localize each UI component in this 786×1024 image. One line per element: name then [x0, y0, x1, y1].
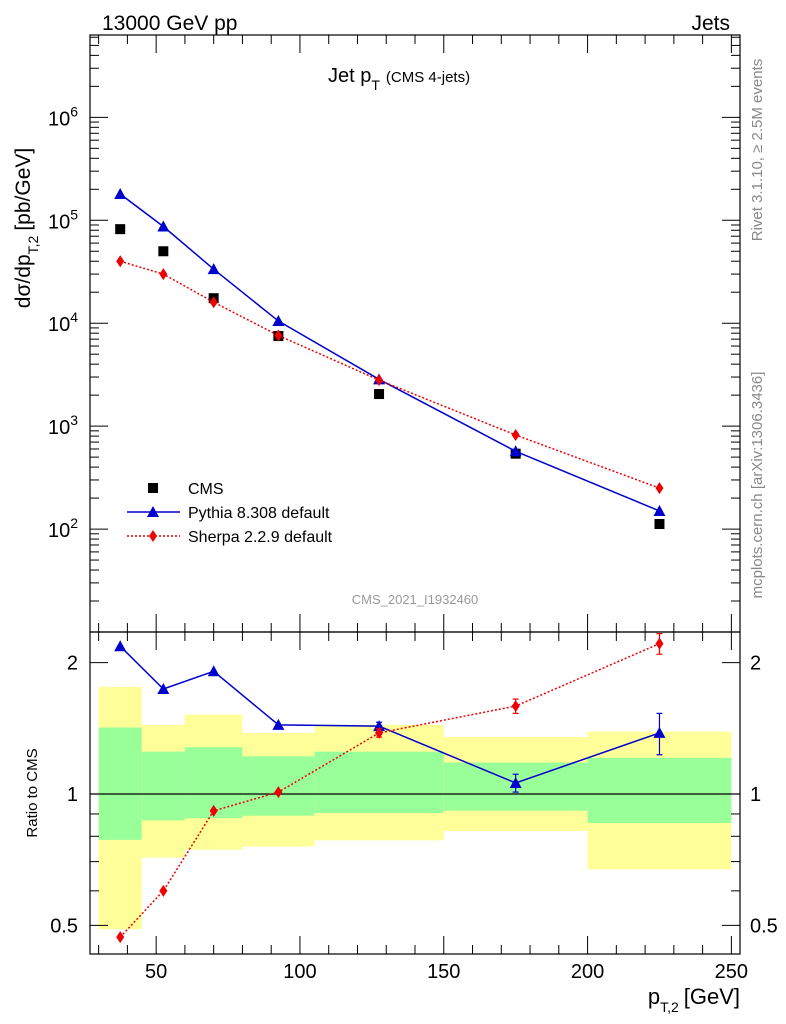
main-y-label-sub: T,2: [25, 235, 41, 254]
ratio-band-green-1: [141, 751, 185, 821]
ratio-series-0-point-1: [157, 682, 170, 694]
main-series-2-line: [119, 260, 660, 489]
main-series-0-point-6: [654, 519, 665, 530]
ratio-ytick-label-left-2: 2: [67, 653, 78, 675]
main-y-axis-label: dσ/dpT,2 [pb/GeV]: [12, 148, 41, 308]
main-ytick-label-3: 105: [48, 206, 78, 233]
main-ytick-label-base-1: 10: [48, 417, 70, 439]
ratio-ytick-label-right-2: 2: [750, 653, 761, 675]
rivet-label: Rivet 3.1.10, ≥ 2.5M events: [749, 59, 766, 242]
watermark: CMS_2021_I1932460: [352, 592, 479, 607]
xtick-label-4: 250: [715, 961, 748, 983]
main-series-2-point-2: [209, 296, 218, 309]
main-series-2-point-5: [511, 429, 520, 442]
main-series-0-point-0: [115, 224, 126, 235]
ratio-ytick-label-right-0: 0.5: [750, 915, 778, 937]
main-series-2-point-1: [159, 268, 168, 281]
main-series-2-point-6: [655, 482, 664, 495]
main-ytick-label-base-0: 10: [48, 520, 70, 542]
main-ytick-label-base-3: 10: [48, 211, 70, 233]
x-label-sub: T,2: [660, 999, 679, 1015]
main-series-1-point-5: [509, 445, 522, 457]
main-ytick-label-exp-0: 2: [70, 515, 78, 531]
main-series-1-point-1: [157, 220, 170, 232]
ratio-bands: [98, 686, 732, 930]
legend-marker-0: [148, 483, 158, 493]
ratio-band-green-4: [314, 751, 444, 814]
plot-title-note: (CMS 4-jets): [386, 69, 470, 86]
main-y-label-text: dσ/dp: [12, 254, 35, 308]
main-series-1-point-0: [114, 188, 127, 200]
ratio-series-0-point-6: [653, 726, 666, 738]
x-label-unit: [GeV]: [684, 984, 740, 1009]
main-series-0-point-4: [374, 389, 385, 400]
xtick-label-3: 200: [571, 961, 604, 983]
ratio-series-0-point-0: [114, 640, 127, 652]
main-ytick-label-base-2: 10: [48, 314, 70, 336]
legend-label-2: Sherpa 2.2.9 default: [188, 529, 333, 546]
ratio-ytick-label-left-0: 0.5: [50, 915, 78, 937]
ratio-series-0-point-5: [509, 776, 522, 788]
main-ytick-label-exp-4: 6: [70, 103, 78, 119]
ratio-series-1-point-0: [116, 931, 125, 944]
legend-marker-1: [147, 506, 159, 517]
plot-title: Jet pT (CMS 4-jets): [328, 65, 470, 93]
ratio-series-1-point-5: [511, 700, 520, 713]
main-ytick-label-exp-1: 3: [70, 412, 78, 428]
ratio-series-1-point-6: [655, 637, 664, 650]
main-ytick-label-exp-3: 5: [70, 206, 78, 222]
main-ytick-label-0: 102: [48, 515, 78, 542]
main-y-label-unit: [pb/GeV]: [12, 148, 35, 231]
plot-title-sub: T: [371, 77, 380, 93]
header-energy: 13000 GeV pp: [102, 12, 237, 35]
main-series-2-point-3: [274, 329, 283, 342]
legend-marker-2: [149, 530, 157, 542]
mcplots-label: mcplots.cern.ch [arXiv:1306.3436]: [749, 372, 766, 599]
ratio-band-green-3: [242, 756, 315, 816]
main-series-2-point-0: [116, 255, 125, 268]
ratio-tick-labels: 0.5 0.51 12 250 100 150 200 250: [50, 653, 778, 983]
main-series-1-point-3: [272, 315, 285, 327]
legend-label-0: CMS: [188, 481, 224, 498]
main-series-1-point-6: [653, 504, 666, 516]
main-ytick-label-base-4: 10: [48, 108, 70, 130]
main-series-2-point-4: [375, 374, 384, 387]
ratio-series-0-point-2: [207, 665, 220, 677]
main-series-1-point-2: [207, 263, 220, 275]
plot-title-main: Jet p: [328, 65, 371, 87]
ratio-series-0-point-3: [272, 718, 285, 730]
ratio-marks: [114, 633, 666, 944]
ratio-panel: 0.5 0.51 12 250 100 150 200 250 Ratio to CMS pT…: [24, 631, 778, 1015]
x-label-text: p: [648, 984, 660, 1009]
main-ytick-label-4: 106: [48, 103, 78, 130]
xtick-label-0: 50: [145, 961, 167, 983]
main-series-0-point-1: [158, 246, 169, 257]
legend-label-1: Pythia 8.308 default: [188, 505, 330, 522]
main-ytick-label-exp-2: 4: [70, 309, 78, 325]
main-ytick-label-1: 103: [48, 412, 78, 439]
x-axis-label: pT,2 [GeV]: [648, 984, 740, 1015]
ratio-ytick-label-right-1: 1: [750, 784, 761, 806]
ratio-band-green-6: [587, 757, 732, 824]
header-process: Jets: [691, 12, 730, 35]
legend: CMS Pythia 8.308 default Sherpa 2.2.9 defa…: [127, 481, 333, 546]
ratio-band-green-0: [98, 727, 142, 840]
main-ytick-label-2: 104: [48, 309, 78, 336]
ratio-series-1-point-1: [159, 884, 168, 897]
main-marks: [114, 188, 666, 530]
xtick-label-2: 150: [427, 961, 460, 983]
main-ticks: [90, 35, 740, 633]
ratio-series-1-point-4: [375, 726, 384, 739]
ratio-series-1-point-2: [209, 804, 218, 817]
ratio-y-axis-label: Ratio to CMS: [24, 748, 41, 837]
ratio-ticks: [90, 632, 740, 954]
xtick-label-1: 100: [283, 961, 316, 983]
ratio-ytick-label-left-1: 1: [67, 784, 78, 806]
ratio-series-1-point-3: [274, 786, 283, 799]
main-series-1-line: [119, 193, 660, 512]
